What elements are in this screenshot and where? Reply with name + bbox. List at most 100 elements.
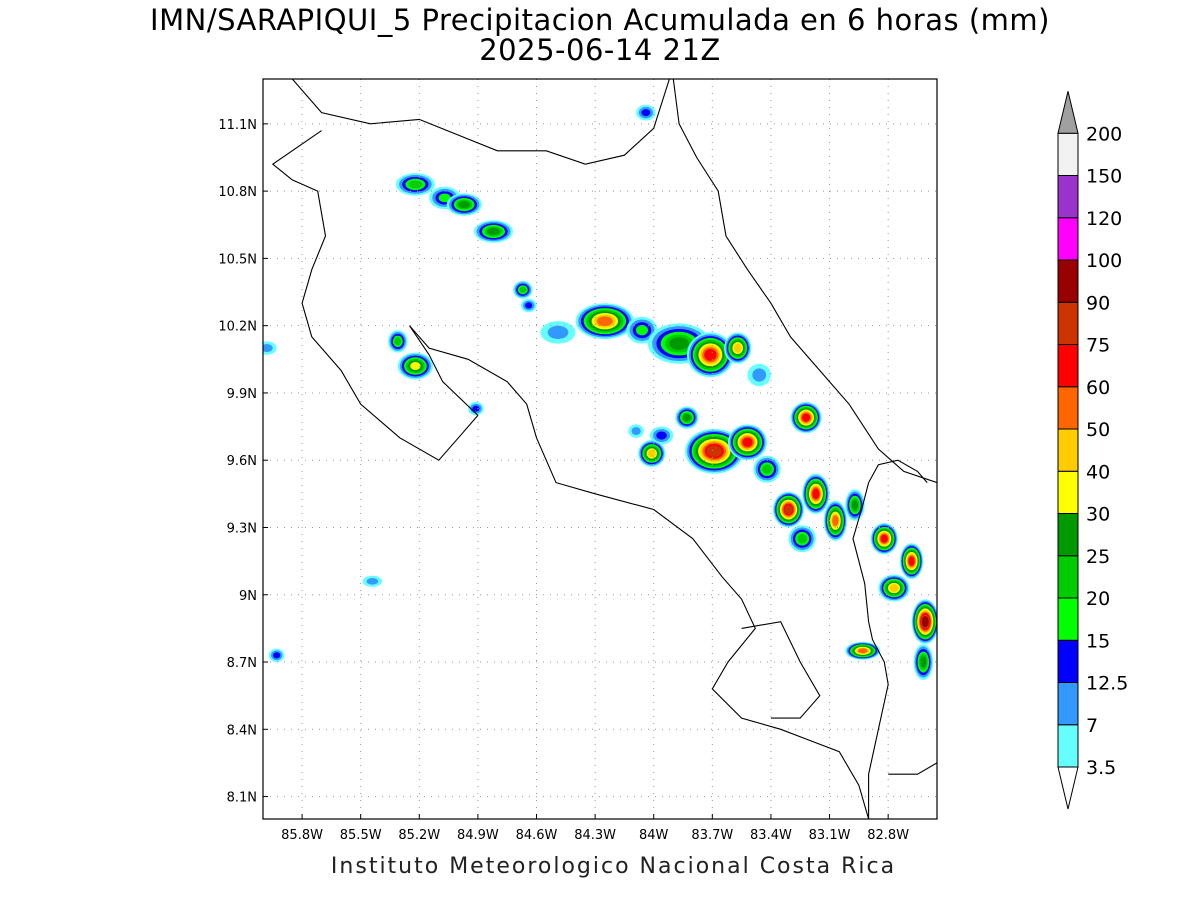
coastline <box>291 79 670 165</box>
precip-contour <box>641 109 651 117</box>
coastline <box>868 459 928 483</box>
colorbar-label: 60 <box>1086 377 1110 399</box>
precip-cell <box>468 401 484 416</box>
colorbar-label: 40 <box>1086 461 1110 483</box>
precip-cell <box>727 424 768 461</box>
precip-contour <box>635 324 649 336</box>
precip-contour <box>733 343 742 353</box>
precip-contour <box>889 584 899 592</box>
colorbar-label: 3.5 <box>1086 757 1116 779</box>
colorbar-label: 120 <box>1086 208 1122 230</box>
precip-contour <box>472 405 480 412</box>
precip-cell <box>397 352 433 380</box>
colorbar-label: 7 <box>1086 715 1098 737</box>
colorbar-label: 100 <box>1086 250 1122 272</box>
precip-contour <box>851 500 859 511</box>
lon-tick-label: 82.8W <box>867 828 909 843</box>
precip-cell <box>638 440 666 467</box>
colorbar-label: 90 <box>1086 292 1110 314</box>
lon-tick-label: 84.9W <box>457 828 499 843</box>
colorbar-label: 15 <box>1086 630 1110 652</box>
colorbar-label: 50 <box>1086 419 1110 441</box>
colorbar-label: 150 <box>1086 166 1122 188</box>
colorbar-swatch <box>1057 682 1079 726</box>
precip-contour <box>410 362 421 371</box>
colorbar: 3.5 7 12.5 15 20 25 30 40 50 60 75 90 100 120 150 200 <box>1057 91 1128 810</box>
precip-cell <box>911 599 937 645</box>
plot-frame <box>262 78 938 820</box>
colorbar-label: 200 <box>1086 123 1122 145</box>
coastline-layer <box>271 79 937 819</box>
precip-cell <box>628 424 644 438</box>
lat-tick-label: 10.2N <box>218 320 257 335</box>
precip-cell <box>753 455 781 483</box>
precip-contour <box>408 180 423 189</box>
chart-title: IMN/SARAPIQUI_5 Precipitacion Acumulada … <box>150 3 1050 37</box>
precip-contour <box>547 325 569 340</box>
colorbar-label: 25 <box>1086 546 1110 568</box>
colorbar-upper-extend <box>1057 91 1079 134</box>
precip-contour <box>525 302 533 309</box>
colorbar-swatch <box>1057 217 1079 261</box>
lat-tick-label: 9.3N <box>227 521 257 536</box>
lat-tick-label: 9N <box>239 589 257 604</box>
precip-contour <box>438 193 451 203</box>
lon-tick-label: 84.3W <box>574 828 616 843</box>
colorbar-swatch <box>1057 132 1079 176</box>
lon-tick-label: 85.8W <box>281 828 323 843</box>
precipitation-layer <box>263 104 937 680</box>
precip-cell <box>899 543 924 580</box>
axis-labels: 11.1N 10.8N 10.5N 10.2N 9.9N 9.6N 9.3N 9N 8.7N 8.… <box>218 118 909 843</box>
coastline <box>852 482 889 819</box>
precip-cell <box>388 330 408 353</box>
precip-cell <box>268 648 285 663</box>
precip-cell <box>913 644 934 680</box>
precip-cell <box>520 298 537 313</box>
precip-contour <box>519 286 527 293</box>
colorbar-swatch <box>1057 639 1079 683</box>
colorbar-swatch <box>1057 555 1079 599</box>
precip-cell <box>575 303 635 340</box>
coastline <box>672 79 937 484</box>
lat-tick-label: 9.6N <box>227 454 257 469</box>
precip-contour <box>647 449 656 458</box>
colorbar-swatch <box>1057 259 1079 303</box>
precip-contour <box>857 648 868 654</box>
precip-contour <box>487 227 500 236</box>
grid-lines <box>263 79 937 819</box>
precip-cell <box>362 575 383 587</box>
coastline <box>409 325 870 819</box>
precip-cell <box>845 641 881 660</box>
colorbar-lower-extend <box>1057 766 1079 810</box>
precip-contour <box>394 337 402 346</box>
colorbar-swatch <box>1057 386 1079 430</box>
precip-cell <box>263 341 277 355</box>
coastline <box>741 621 821 719</box>
coastline <box>271 130 322 181</box>
colorbar-swatch <box>1057 301 1079 345</box>
colorbar-swatch <box>1057 344 1079 388</box>
precip-contour <box>802 413 811 422</box>
precip-cell <box>790 401 822 434</box>
precip-cell <box>446 193 482 216</box>
precip-cell <box>870 523 898 555</box>
precip-cell <box>636 104 656 121</box>
colorbar-swatch <box>1057 597 1079 641</box>
precip-cell <box>649 426 674 445</box>
coastline <box>888 762 937 775</box>
precip-contour <box>596 316 613 327</box>
lat-tick-label: 10.5N <box>218 252 257 267</box>
precip-cell <box>788 525 816 553</box>
precip-cell <box>395 173 435 196</box>
precip-cell <box>823 500 848 541</box>
coastline <box>292 179 479 461</box>
precip-contour <box>656 431 667 440</box>
precip-contour <box>908 556 915 566</box>
lat-tick-label: 11.1N <box>218 118 257 133</box>
precip-cell <box>878 574 910 602</box>
precip-cell <box>845 489 865 521</box>
precip-contour <box>273 652 281 659</box>
footer-credit: Instituto Meteorologico Nacional Costa R… <box>330 854 897 879</box>
lon-tick-label: 83.4W <box>750 828 792 843</box>
lon-tick-label: 83.1W <box>809 828 851 843</box>
